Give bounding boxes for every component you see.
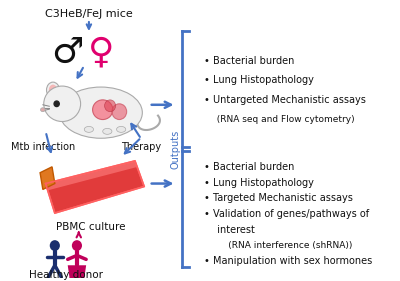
Text: • Validation of genes/pathways of: • Validation of genes/pathways of — [204, 209, 369, 219]
Text: • Lung Histopathology: • Lung Histopathology — [204, 178, 314, 188]
Text: • Manipulation with sex hormones: • Manipulation with sex hormones — [204, 256, 372, 266]
Polygon shape — [46, 161, 138, 191]
Ellipse shape — [46, 82, 60, 98]
Ellipse shape — [84, 126, 94, 132]
Ellipse shape — [116, 126, 126, 132]
Text: • Untargeted Mechanistic assays: • Untargeted Mechanistic assays — [204, 95, 366, 105]
Polygon shape — [46, 161, 144, 213]
Ellipse shape — [60, 87, 142, 138]
Text: • Bacterial burden: • Bacterial burden — [204, 56, 294, 65]
Text: • Lung Histopathology: • Lung Histopathology — [204, 75, 314, 85]
Ellipse shape — [49, 85, 57, 96]
Text: Healthy donor: Healthy donor — [29, 270, 103, 280]
Ellipse shape — [112, 104, 127, 119]
Ellipse shape — [103, 128, 112, 134]
Circle shape — [104, 100, 116, 112]
Polygon shape — [40, 167, 55, 189]
Text: (RNA interference (shRNA)): (RNA interference (shRNA)) — [212, 241, 353, 250]
Polygon shape — [68, 265, 86, 278]
Text: PBMC culture: PBMC culture — [56, 222, 126, 232]
Text: Outputs: Outputs — [170, 130, 180, 169]
Text: C3HeB/FeJ mice: C3HeB/FeJ mice — [45, 9, 133, 19]
Ellipse shape — [44, 86, 81, 121]
Text: ♀: ♀ — [88, 36, 114, 70]
Ellipse shape — [40, 108, 45, 112]
Circle shape — [54, 101, 59, 106]
Text: Mtb infection: Mtb infection — [11, 142, 75, 152]
Text: Therapy: Therapy — [121, 142, 162, 152]
Text: • Targeted Mechanistic assays: • Targeted Mechanistic assays — [204, 193, 353, 203]
Circle shape — [72, 240, 82, 251]
Text: (RNA seq and Flow cytometry): (RNA seq and Flow cytometry) — [212, 115, 355, 124]
Ellipse shape — [92, 100, 113, 119]
Text: interest: interest — [212, 225, 255, 235]
Text: • Bacterial burden: • Bacterial burden — [204, 162, 294, 172]
Circle shape — [50, 240, 60, 251]
Text: ♂: ♂ — [52, 36, 84, 70]
